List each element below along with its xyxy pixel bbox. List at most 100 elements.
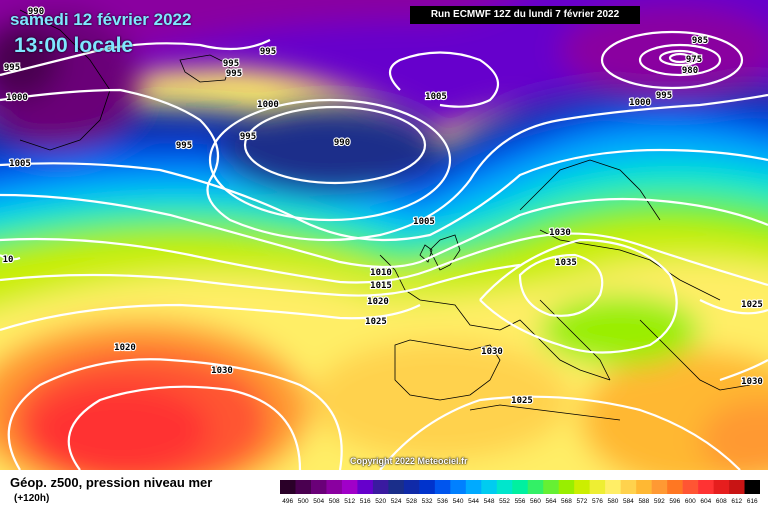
isobar-label: 1005 — [413, 217, 435, 227]
legend-swatch — [667, 480, 683, 494]
legend-swatch — [651, 480, 668, 494]
legend-swatch — [372, 480, 389, 494]
isobar-label: 990 — [28, 7, 44, 17]
legend-swatch — [698, 480, 714, 494]
isobar-label: 1025 — [741, 300, 763, 310]
legend-swatch — [310, 480, 327, 494]
legend-swatch — [341, 480, 358, 494]
isobar-label: 1000 — [629, 98, 651, 108]
legend-label: 516 — [360, 498, 371, 505]
legend-swatch — [589, 480, 606, 494]
isobar-label: 995 — [240, 132, 256, 142]
isobars — [0, 30, 768, 470]
legend-label: 552 — [499, 498, 510, 505]
legend-swatch — [481, 480, 498, 494]
isobar-label: 995 — [4, 63, 20, 73]
legend-label: 496 — [282, 498, 293, 505]
isobar-labels: 990 995 995 995 1000 1005 995 995 1000 995 990 1005… — [1, 6, 763, 407]
legend-swatch — [357, 480, 374, 494]
isobar-label: 995 — [176, 141, 192, 151]
legend-label: 524 — [391, 498, 402, 505]
isobar-label: 1005 — [425, 92, 447, 102]
legend-label: 500 — [298, 498, 309, 505]
run-info: Run ECMWF 12Z du lundi 7 février 2022 — [410, 6, 640, 24]
isobar-label: 1020 — [114, 343, 136, 353]
legend-swatch — [419, 480, 436, 494]
isobar-label: 1030 — [549, 228, 571, 238]
legend-label: 596 — [669, 498, 680, 505]
legend-label: 564 — [546, 498, 557, 505]
isobar-label: 1010 — [370, 268, 392, 278]
legend-label: 520 — [375, 498, 386, 505]
legend-label: 504 — [313, 498, 324, 505]
legend-label: 544 — [468, 498, 479, 505]
legend-swatch — [729, 480, 745, 494]
legend-swatch — [620, 480, 637, 494]
coastlines — [19, 9, 751, 421]
product-title: Géop. z500, pression niveau mer — [10, 475, 213, 490]
isobar-label: 995 — [260, 47, 276, 57]
legend-label: 588 — [638, 498, 649, 505]
isobar-label: 1035 — [555, 258, 577, 268]
legend-label: 592 — [654, 498, 665, 505]
legend-label: 572 — [577, 498, 588, 505]
legend-swatch — [280, 480, 296, 494]
legend-swatch — [295, 480, 312, 494]
isobar-label: 985 — [692, 36, 708, 46]
legend-label: 556 — [515, 498, 526, 505]
legend-label: 536 — [437, 498, 448, 505]
isobar-label: 1005 — [9, 159, 31, 169]
legend-label: 580 — [607, 498, 618, 505]
isobar-label: 1030 — [481, 347, 503, 357]
isobar-label: 995 — [223, 59, 239, 69]
legend-label: 568 — [561, 498, 572, 505]
color-scale-legend: 496 500 504 508 512 516 520 524 528 532 536 540 544 5… — [280, 480, 760, 505]
legend-swatch — [713, 480, 730, 494]
isobar-label: 980 — [682, 66, 698, 76]
isobar-label: 10 — [3, 255, 14, 265]
legend-swatch — [527, 480, 544, 494]
forecast-map: 990 995 995 995 1000 1005 995 995 1000 995 990 1005… — [0, 0, 768, 470]
isobar-label: 990 — [334, 138, 350, 148]
footer-bar: Géop. z500, pression niveau mer (+120h) … — [0, 470, 768, 512]
legend-swatch — [574, 480, 590, 494]
legend-swatch — [450, 480, 467, 494]
legend-label: 604 — [700, 498, 711, 505]
isobar-label: 995 — [656, 91, 672, 101]
legend-label: 548 — [484, 498, 495, 505]
legend-label: 576 — [592, 498, 603, 505]
isobar-label: 1025 — [511, 396, 533, 406]
legend-swatch — [636, 480, 652, 494]
isobar-label: 1000 — [6, 93, 28, 103]
legend-swatch — [605, 480, 621, 494]
legend-swatch — [682, 480, 699, 494]
isobar-label: 1030 — [741, 377, 763, 387]
legend-label: 532 — [422, 498, 433, 505]
isobar-label: 1020 — [367, 297, 389, 307]
legend-label: 584 — [623, 498, 634, 505]
legend-label: 608 — [716, 498, 727, 505]
legend-label: 512 — [344, 498, 355, 505]
legend-swatch — [543, 480, 560, 494]
forecast-date: samedi 12 février 2022 — [10, 10, 192, 29]
legend-swatch — [326, 480, 343, 494]
isobar-label: 1015 — [370, 281, 392, 291]
copyright-text: Copyright 2022 Meteociel.fr — [350, 456, 468, 466]
forecast-time: 13:00 locale — [14, 34, 134, 57]
isobar-label: 975 — [686, 55, 702, 65]
legend-swatch — [558, 480, 575, 494]
legend-label: 612 — [731, 498, 742, 505]
legend-label: 600 — [685, 498, 696, 505]
isobar-label: 1030 — [211, 366, 233, 376]
isobar-label: 1000 — [257, 100, 279, 110]
legend-swatch — [512, 480, 529, 494]
legend-swatch — [434, 480, 451, 494]
legend-swatch — [388, 480, 405, 494]
legend-label: 508 — [329, 498, 340, 505]
isobar-label: 1025 — [365, 317, 387, 327]
legend-label: 528 — [406, 498, 417, 505]
lead-time: (+120h) — [14, 493, 50, 504]
legend-label: 560 — [530, 498, 541, 505]
legend-swatch — [496, 480, 513, 494]
